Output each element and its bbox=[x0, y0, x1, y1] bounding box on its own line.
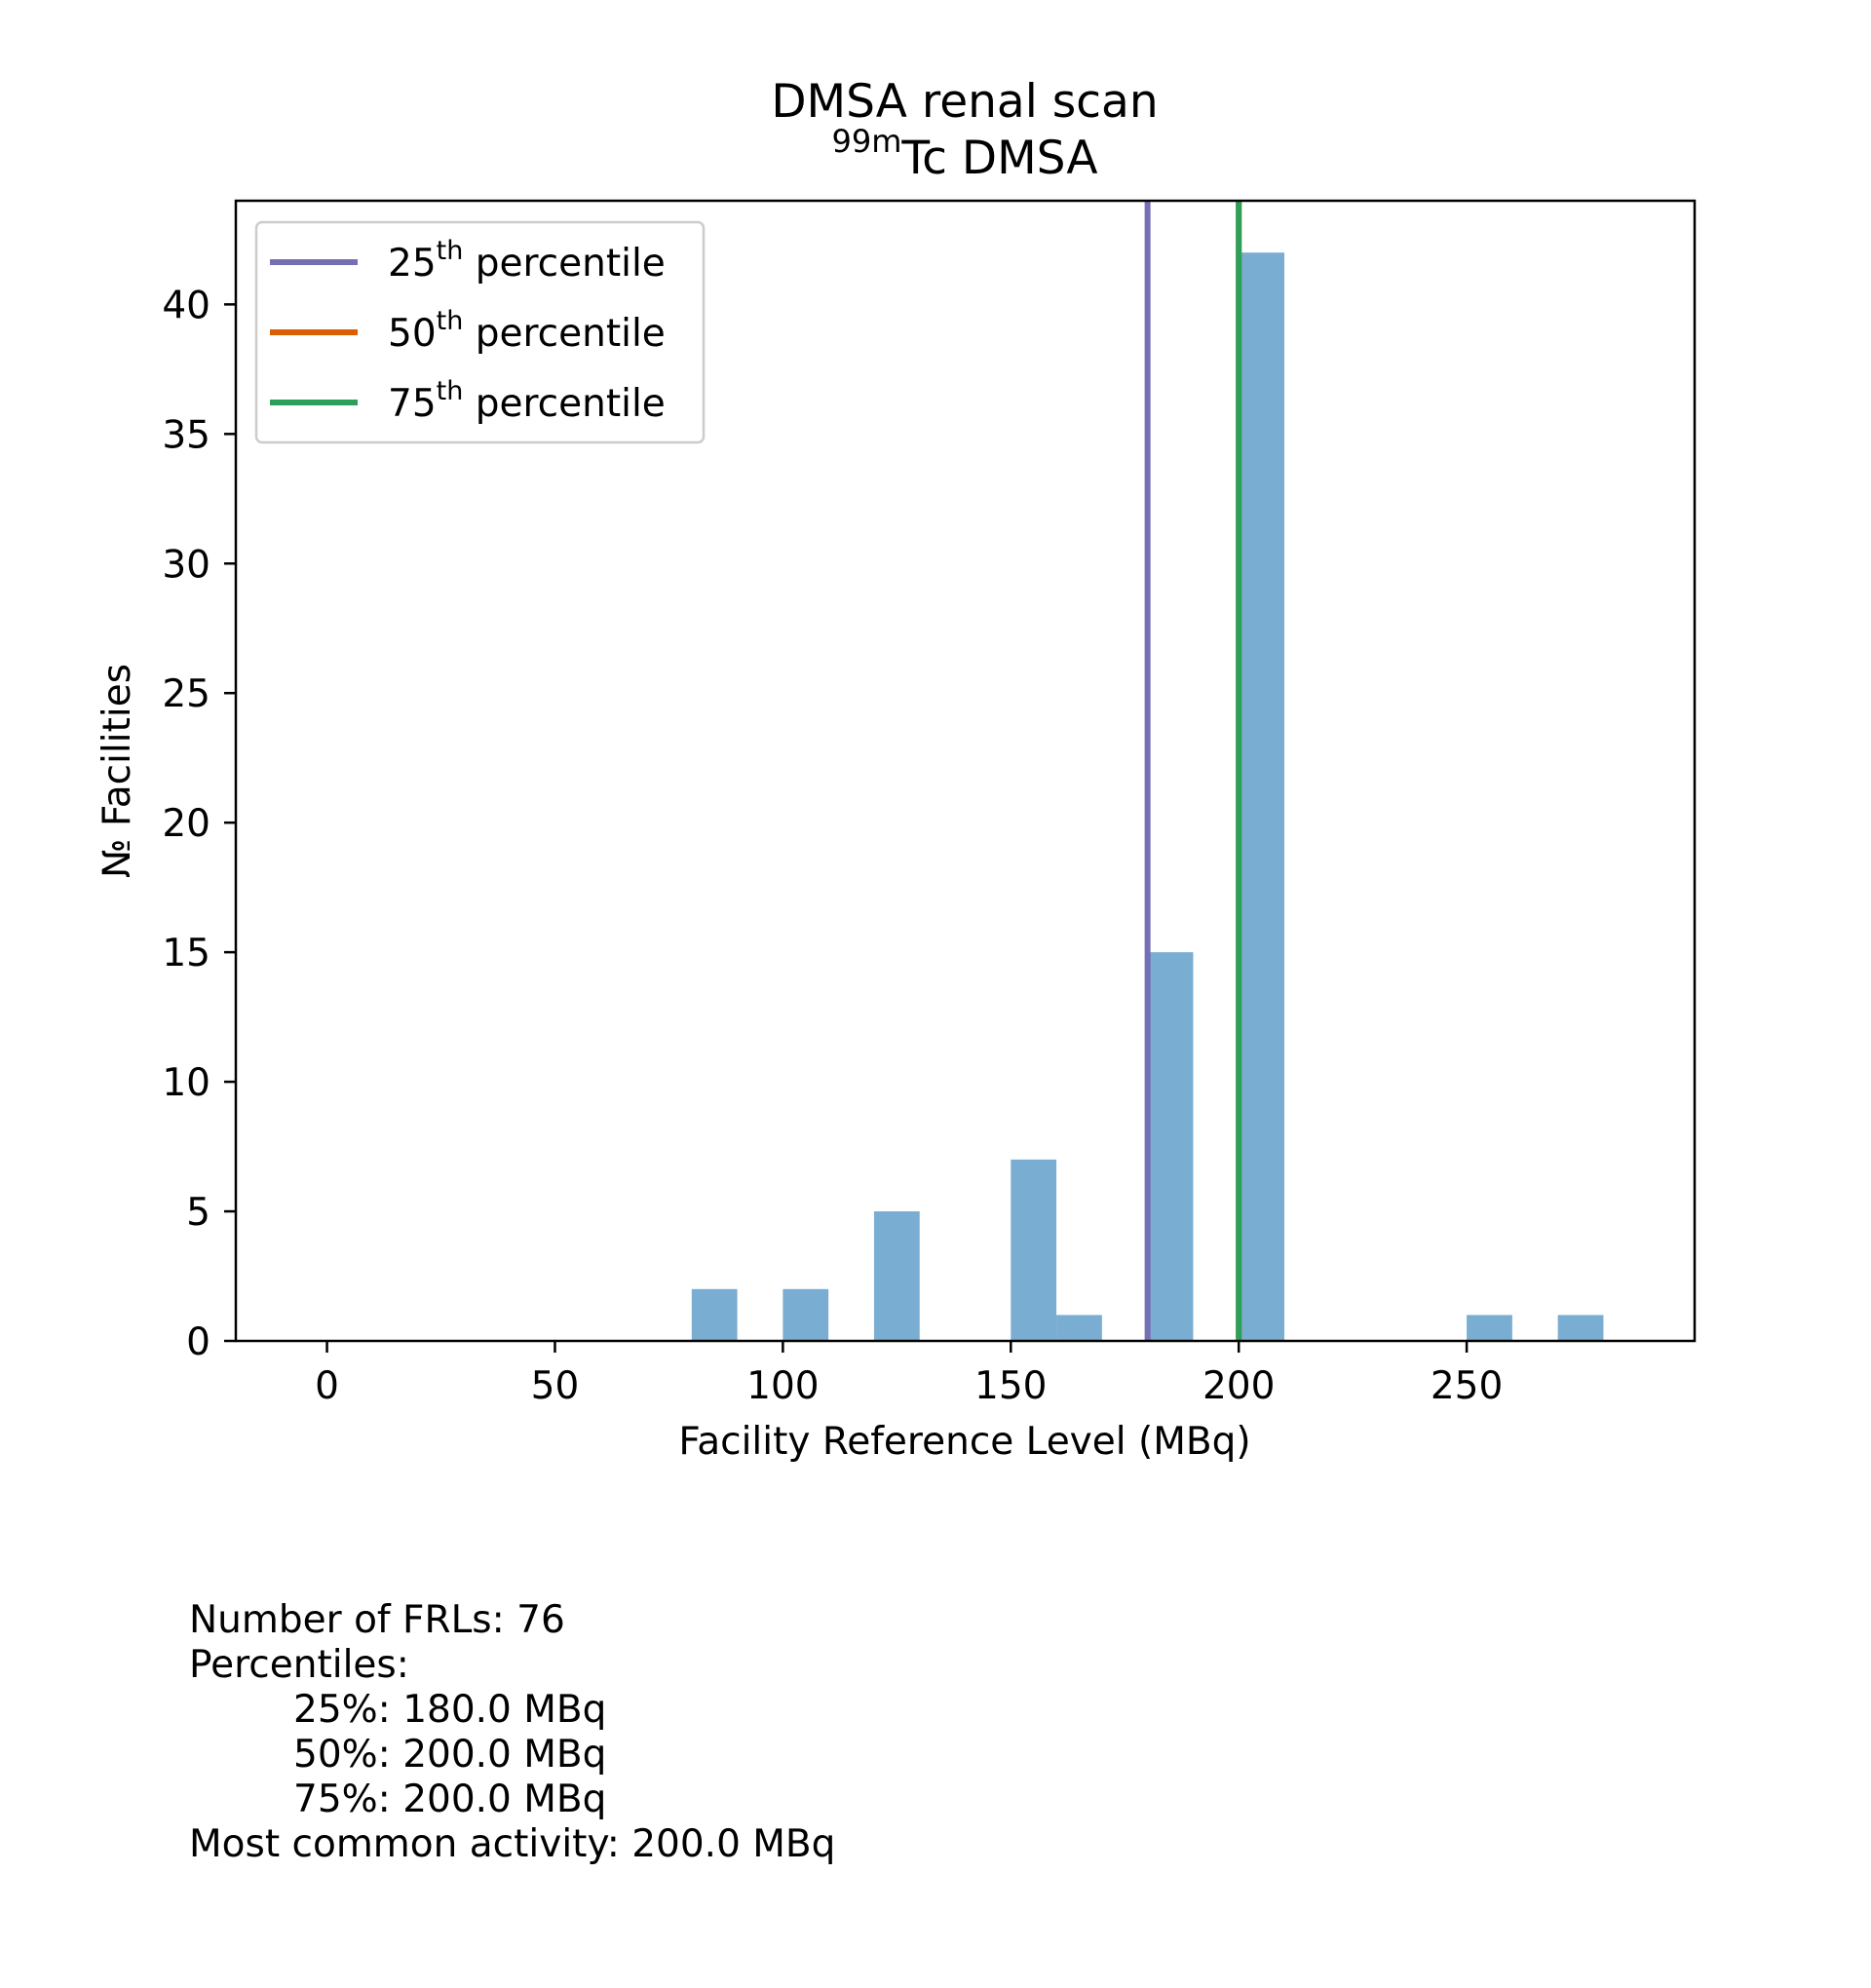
chart-subtitle-superscript: 99m bbox=[832, 123, 902, 160]
histogram-bar bbox=[1239, 252, 1284, 1341]
x-tick-label: 50 bbox=[531, 1364, 580, 1408]
stats-p75: 75%: 200.0 MBq bbox=[293, 1778, 607, 1821]
stats-percentiles-heading: Percentiles: bbox=[189, 1643, 409, 1687]
y-tick-label: 15 bbox=[162, 932, 210, 975]
histogram-bar bbox=[1557, 1315, 1604, 1341]
legend-label: 50th percentile bbox=[388, 306, 666, 356]
histogram-bar bbox=[1011, 1159, 1057, 1341]
y-tick-label: 20 bbox=[162, 802, 210, 846]
x-tick-label: 100 bbox=[746, 1364, 819, 1408]
histogram-bar bbox=[1467, 1315, 1512, 1341]
y-tick-label: 10 bbox=[162, 1061, 210, 1105]
y-tick-label: 5 bbox=[186, 1191, 210, 1235]
x-tick-label: 0 bbox=[315, 1364, 339, 1408]
summary-stats: Number of FRLs: 76 Percentiles: 25%: 180.0… bbox=[189, 1598, 835, 1867]
histogram-bar bbox=[783, 1288, 829, 1341]
histogram-bar bbox=[1056, 1315, 1102, 1341]
y-tick-label: 30 bbox=[162, 543, 210, 587]
plot-frame bbox=[234, 199, 1697, 1343]
x-tick-label: 150 bbox=[974, 1364, 1047, 1408]
stats-most-common: Most common activity: 200.0 MBq bbox=[189, 1822, 836, 1866]
histogram-bar bbox=[873, 1211, 920, 1341]
legend: 25th percentile 50th percentile 75th perce… bbox=[254, 220, 706, 444]
chart-subtitle: 99mTc DMSA bbox=[832, 123, 1098, 185]
chart-title: DMSA renal scan bbox=[771, 75, 1158, 129]
stats-p50: 50%: 200.0 MBq bbox=[293, 1733, 607, 1777]
y-tick-label: 35 bbox=[162, 413, 210, 457]
y-axis-label: № Facilities bbox=[95, 664, 139, 878]
histogram-bar bbox=[691, 1288, 738, 1341]
legend-label: 75th percentile bbox=[388, 376, 666, 426]
histogram-bar bbox=[1147, 952, 1194, 1341]
x-tick-label: 250 bbox=[1431, 1364, 1503, 1408]
legend-label: 25th percentile bbox=[388, 236, 666, 286]
y-tick-label: 0 bbox=[186, 1320, 210, 1364]
y-tick-label: 40 bbox=[162, 284, 210, 327]
x-axis-label: Facility Reference Level (MBq) bbox=[678, 1420, 1250, 1464]
stats-count: Number of FRLs: 76 bbox=[189, 1598, 565, 1642]
x-tick-label: 200 bbox=[1203, 1364, 1275, 1408]
stats-p25: 25%: 180.0 MBq bbox=[293, 1688, 607, 1732]
legend-box bbox=[254, 220, 706, 444]
y-tick-label: 25 bbox=[162, 672, 210, 716]
chart-subtitle-main: Tc DMSA bbox=[900, 132, 1097, 185]
